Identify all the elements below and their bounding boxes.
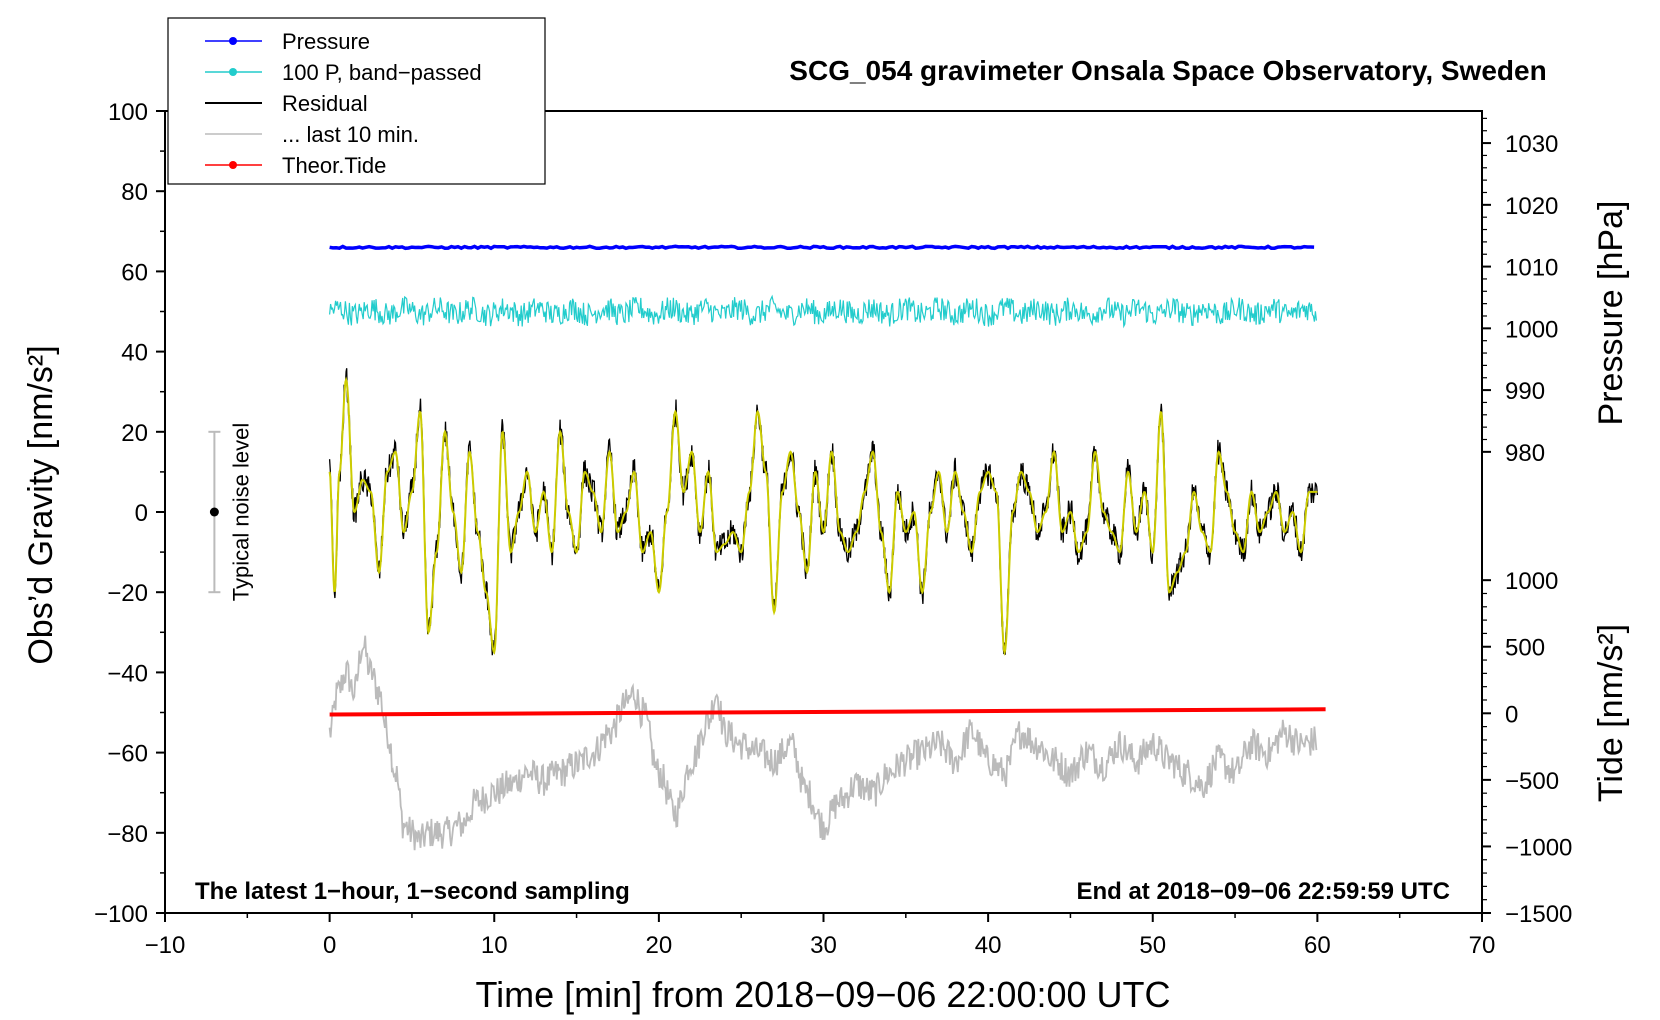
tide-tick-label: −500 bbox=[1505, 768, 1559, 795]
legend-marker bbox=[229, 68, 237, 76]
pressure-tick-label: 1020 bbox=[1505, 193, 1558, 220]
tide-tick-label: −1500 bbox=[1505, 901, 1572, 928]
x-tick-label: −10 bbox=[145, 932, 186, 959]
tide-tick-label: 500 bbox=[1505, 635, 1545, 662]
y-tick-label: −40 bbox=[107, 660, 148, 687]
series-last-10-min bbox=[328, 635, 1318, 851]
y-tick-label: −20 bbox=[107, 580, 148, 607]
pressure-tick-label: 1030 bbox=[1505, 131, 1558, 158]
y-tick-label: −60 bbox=[107, 741, 148, 768]
noise-bar: Typical noise level bbox=[208, 423, 253, 602]
series-band-passed bbox=[329, 294, 1317, 329]
y-tick-label: −80 bbox=[107, 821, 148, 848]
x-tick-label: 30 bbox=[810, 932, 837, 959]
x-tick-label: 40 bbox=[975, 932, 1002, 959]
x-tick-label: 60 bbox=[1304, 932, 1331, 959]
noise-bar-label: Typical noise level bbox=[228, 423, 253, 602]
y-tick-label: 100 bbox=[108, 99, 148, 126]
pressure-tick-label: 1010 bbox=[1505, 255, 1558, 282]
y-tick-label: 60 bbox=[121, 259, 148, 286]
data-series bbox=[328, 244, 1326, 851]
chart-title: SCG_054 gravimeter Onsala Space Observat… bbox=[789, 55, 1546, 86]
series-theor-tide bbox=[329, 707, 1326, 717]
y-tick-label: 0 bbox=[135, 500, 148, 527]
legend-label: Residual bbox=[282, 91, 368, 116]
legend-label: Theor.Tide bbox=[282, 153, 386, 178]
x-axis-label: Time [min] from 2018−09−06 22:00:00 UTC bbox=[475, 974, 1170, 1015]
y-tick-label: 80 bbox=[121, 179, 148, 206]
series-residual bbox=[328, 368, 1319, 656]
series-pressure bbox=[329, 244, 1315, 251]
tide-tick-label: −1000 bbox=[1505, 834, 1572, 861]
tide-tick-label: 1000 bbox=[1505, 568, 1558, 595]
tide-tick-label: 0 bbox=[1505, 701, 1518, 728]
legend-entries: Pressure 100 P, band−passed Residual ... la… bbox=[205, 29, 482, 178]
legend: Pressure 100 P, band−passed Residual ... la… bbox=[167, 17, 546, 185]
series-residual-smoothed bbox=[328, 376, 1318, 657]
x-tick-label: 20 bbox=[646, 932, 673, 959]
y-tick-label: −100 bbox=[94, 901, 148, 928]
plot-frame bbox=[164, 110, 1483, 914]
x-tick-label: 70 bbox=[1469, 932, 1496, 959]
x-tick-label: 10 bbox=[481, 932, 508, 959]
left-axis-label: Obs’d Gravity [nm/s²] bbox=[22, 345, 60, 664]
legend-label: Pressure bbox=[282, 29, 370, 54]
axis-ticks: −10 0 10 20 30 40 50 60 70100806040200−20−40−60−… bbox=[94, 99, 1572, 959]
annotation-left: The latest 1−hour, 1−second sampling bbox=[195, 878, 630, 905]
legend-marker bbox=[229, 37, 237, 45]
pressure-tick-label: 980 bbox=[1505, 440, 1545, 467]
pressure-axis-label: Pressure [hPa] bbox=[1592, 201, 1630, 426]
y-tick-label: 40 bbox=[121, 340, 148, 367]
pressure-tick-label: 1000 bbox=[1505, 316, 1558, 343]
legend-label: ... last 10 min. bbox=[282, 122, 419, 147]
noise-bar-center-dot bbox=[209, 507, 219, 517]
legend-marker bbox=[229, 161, 237, 169]
annotation-right: End at 2018−09−06 22:59:59 UTC bbox=[1076, 878, 1450, 905]
legend-box bbox=[167, 17, 546, 185]
pressure-tick-label: 990 bbox=[1505, 378, 1545, 405]
x-tick-label: 50 bbox=[1139, 932, 1166, 959]
x-tick-label: 0 bbox=[323, 932, 336, 959]
tide-axis-label: Tide [nm/s²] bbox=[1592, 624, 1630, 802]
y-tick-label: 20 bbox=[121, 420, 148, 447]
legend-label: 100 P, band−passed bbox=[282, 60, 482, 85]
